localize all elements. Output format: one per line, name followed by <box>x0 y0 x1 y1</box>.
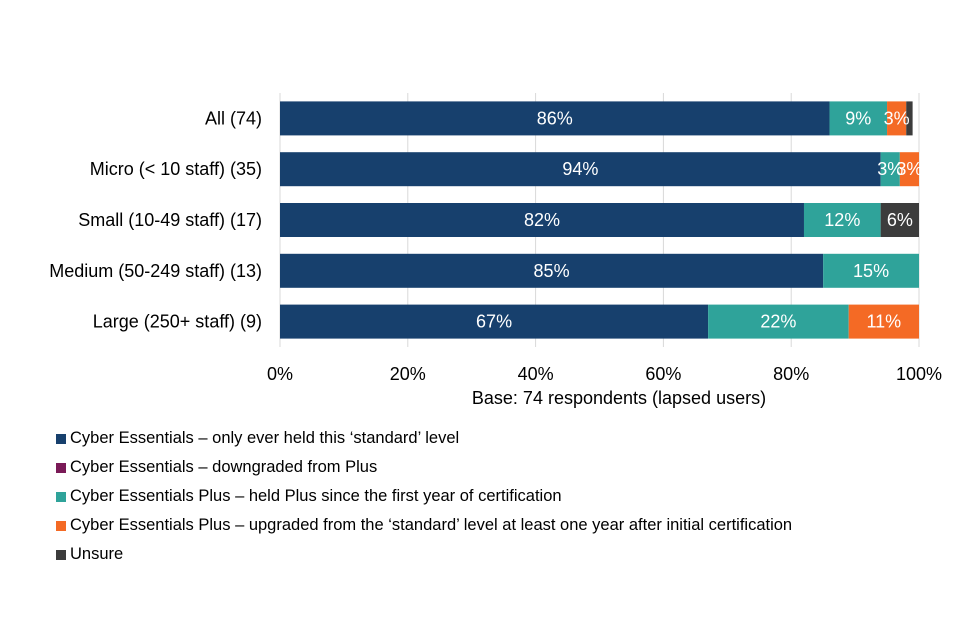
category-label: Medium (50-249 staff) (13) <box>49 261 262 281</box>
data-label: 85% <box>534 261 570 281</box>
data-label: 11% <box>867 312 902 332</box>
category-labels: All (74) Micro (< 10 staff) (35) Small (10… <box>49 108 262 331</box>
bar-segment <box>829 101 888 136</box>
legend-swatch <box>56 433 66 444</box>
legend-swatch <box>56 549 66 560</box>
data-label: 22% <box>760 312 796 332</box>
category-label: Micro (< 10 staff) (35) <box>90 159 262 179</box>
bar-segment <box>880 203 919 237</box>
data-label: 3% <box>884 108 910 128</box>
bar-segment <box>280 253 824 288</box>
stacked-bar-chart: 86% 9% 3%94% 3%3%82% 12% 6%85% 15%67% 22% 11% Al… <box>49 93 942 408</box>
data-label: 94% <box>562 159 598 179</box>
x-tick-label: 60% <box>645 364 681 384</box>
legend-item: Cyber Essentials – only ever held this ‘… <box>56 424 792 453</box>
legend-label: Cyber Essentials Plus – upgraded from th… <box>70 516 793 534</box>
bar-segments <box>280 101 919 339</box>
x-tick-label: 100% <box>896 364 942 384</box>
legend-item: Unsure <box>56 540 792 569</box>
legend-item: Cyber Essentials Plus – upgraded from th… <box>56 511 792 540</box>
x-tick-label: 80% <box>773 364 809 384</box>
bar-segment <box>280 304 709 339</box>
legend: Cyber Essentials – only ever held this ‘… <box>56 424 792 569</box>
category-label: All (74) <box>205 108 262 128</box>
legend-swatch <box>56 462 66 473</box>
x-axis-ticks: 0% 20% 40% 60% 80% 100% <box>267 364 942 384</box>
bar-segment <box>280 152 881 187</box>
bar-segment <box>899 152 919 187</box>
bar-segment <box>803 203 881 237</box>
data-label: 3% <box>877 159 903 179</box>
x-tick-label: 20% <box>390 364 426 384</box>
legend-label: Unsure <box>70 545 124 563</box>
category-label: Small (10-49 staff) (17) <box>78 210 262 230</box>
legend-label: Cyber Essentials Plus – held Plus since … <box>70 487 562 505</box>
data-label: 86% <box>537 108 573 128</box>
legend-swatch <box>56 520 66 531</box>
x-tick-label: 0% <box>267 364 293 384</box>
data-label: 82% <box>524 210 560 230</box>
data-label: 6% <box>887 210 913 230</box>
bar-segment <box>906 101 913 136</box>
bar-segment <box>280 101 830 136</box>
bar-segment <box>708 304 849 339</box>
bar-segment <box>280 203 804 237</box>
legend-item: Cyber Essentials – downgraded from Plus <box>56 453 792 482</box>
legend-label: Cyber Essentials – only ever held this ‘… <box>70 429 460 447</box>
legend-label: Cyber Essentials – downgraded from Plus <box>70 458 378 476</box>
x-tick-label: 40% <box>518 364 554 384</box>
x-axis-title: Base: 74 respondents (lapsed users) <box>472 388 766 408</box>
data-label: 9% <box>845 108 871 128</box>
data-label: 15% <box>853 261 889 281</box>
legend-swatch <box>56 491 66 502</box>
bar-segment <box>848 304 919 339</box>
data-label: 12% <box>824 210 860 230</box>
data-label: 67% <box>476 312 512 332</box>
data-labels: 86% 9% 3%94% 3%3%82% 12% 6%85% 15%67% 22% 11% <box>476 108 922 331</box>
bar-segment <box>823 253 919 288</box>
bar-segment <box>880 152 900 187</box>
data-label: 3% <box>896 159 922 179</box>
legend-item: Cyber Essentials Plus – held Plus since … <box>56 482 792 511</box>
bar-segment <box>887 101 907 136</box>
category-label: Large (250+ staff) (9) <box>93 312 262 332</box>
